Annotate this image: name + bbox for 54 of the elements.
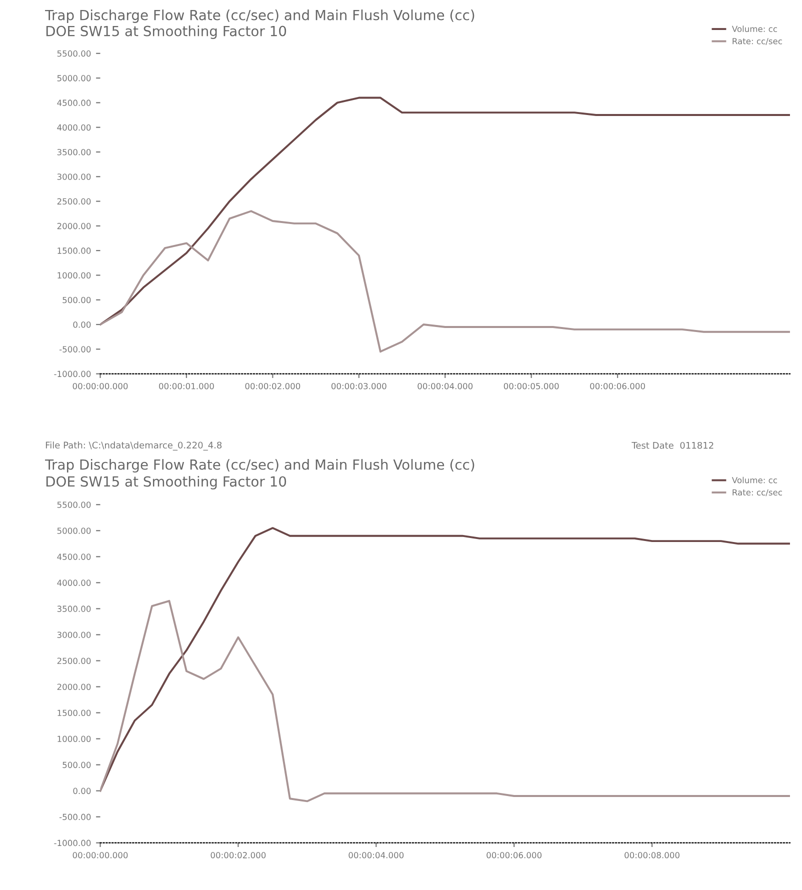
y-tick-label: 1500.00 bbox=[58, 710, 91, 716]
y-tick-label: -500.00 bbox=[59, 814, 91, 820]
x-tick-label: 00:00:02.000 bbox=[210, 852, 266, 858]
line-series bbox=[100, 527, 790, 792]
y-tick-label: 5000.00 bbox=[57, 528, 91, 534]
y-tick-label: 500.00 bbox=[62, 296, 91, 304]
line-series bbox=[100, 96, 790, 326]
y-tick-label: 4000.00 bbox=[57, 124, 91, 131]
chart-subtitle: DOE SW15 at Smoothing Factor 10 bbox=[46, 476, 286, 490]
y-tick-label: 1500.00 bbox=[58, 248, 91, 254]
y-tick-label: -500.00 bbox=[59, 346, 91, 352]
chart-subtitle: DOE SW15 at Smoothing Factor 10 bbox=[46, 26, 286, 39]
x-tick-label: 00:00:01.000 bbox=[159, 382, 214, 390]
text: File Path: \C:\ndata\demarce_0.220_4.8 bbox=[46, 442, 222, 451]
y-tick-label: -1000.00 bbox=[54, 840, 91, 846]
x-tick-label: 00:00:08.000 bbox=[624, 852, 680, 858]
y-tick-label: 1000.00 bbox=[58, 736, 91, 742]
y-tick-label: 500.00 bbox=[62, 762, 91, 768]
x-tick-label: 00:00:06.000 bbox=[486, 852, 542, 858]
line-series bbox=[100, 210, 790, 353]
y-tick-label: 0.00 bbox=[73, 321, 91, 328]
y-tick-label: 2000.00 bbox=[57, 684, 91, 690]
chart-title: Trap Discharge Flow Rate (cc/sec) and Main Flush Volume (cc) bbox=[45, 459, 474, 472]
x-tick-label: 00:00:06.000 bbox=[590, 382, 645, 390]
y-tick-label: 3000.00 bbox=[57, 174, 91, 180]
legend-label: Volume: cc bbox=[732, 26, 777, 32]
y-tick-label: 1000.00 bbox=[58, 272, 91, 278]
x-tick-label: 00:00:00.000 bbox=[72, 382, 128, 390]
x-tick-label: 00:00:02.000 bbox=[245, 382, 300, 390]
y-tick-label: 5500.00 bbox=[57, 50, 91, 57]
y-tick-label: 2500.00 bbox=[57, 658, 91, 664]
y-tick-label: 4500.00 bbox=[57, 554, 91, 560]
y-tick-label: 2500.00 bbox=[57, 198, 91, 205]
y-tick-label: 3000.00 bbox=[57, 632, 91, 638]
y-tick-label: 3500.00 bbox=[57, 606, 91, 612]
line-series bbox=[100, 600, 790, 802]
y-tick-label: 3500.00 bbox=[57, 148, 91, 156]
y-tick-label: 5500.00 bbox=[57, 502, 91, 508]
y-tick-label: 0.00 bbox=[73, 788, 91, 794]
y-tick-label: 4500.00 bbox=[57, 100, 91, 106]
text: Test Date 011812 bbox=[632, 442, 714, 449]
y-tick-label: 2000.00 bbox=[57, 222, 91, 230]
x-tick-label: 00:00:00.000 bbox=[72, 852, 128, 858]
x-tick-label: 00:00:05.000 bbox=[504, 382, 559, 390]
legend-label: Rate: cc/sec bbox=[732, 38, 782, 45]
y-tick-label: 4000.00 bbox=[57, 580, 91, 586]
x-tick-label: 00:00:04.000 bbox=[418, 382, 473, 390]
chart-title: Trap Discharge Flow Rate (cc/sec) and Main Flush Volume (cc) bbox=[45, 10, 474, 23]
legend-label: Volume: cc bbox=[732, 476, 777, 484]
y-tick-label: -1000.00 bbox=[54, 370, 91, 378]
x-tick-label: 00:00:03.000 bbox=[331, 382, 386, 390]
legend-label: Rate: cc/sec bbox=[732, 489, 782, 496]
y-tick-label: 5000.00 bbox=[57, 75, 91, 82]
x-tick-label: 00:00:04.000 bbox=[348, 852, 404, 858]
